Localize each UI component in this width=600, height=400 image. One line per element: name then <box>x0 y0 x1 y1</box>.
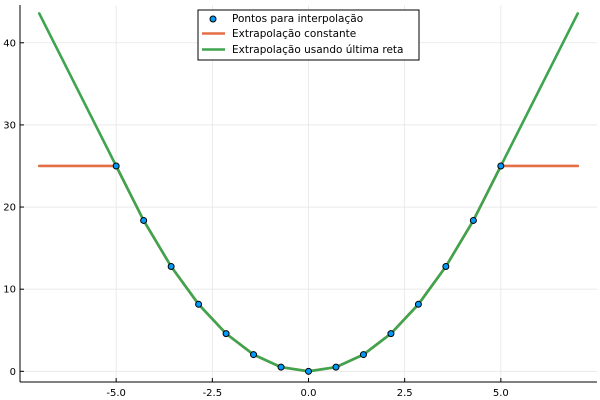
legend-label-points: Pontos para interpolação <box>232 13 363 25</box>
legend-box <box>197 9 420 61</box>
data-point-11 <box>414 300 422 308</box>
y-tick-label-1: 10 <box>3 285 16 296</box>
data-point-6 <box>277 363 285 371</box>
data-point-13 <box>469 216 477 224</box>
data-point-10 <box>387 330 395 338</box>
x-tick-label-2: 0.0 <box>301 388 317 399</box>
data-point-12 <box>442 263 450 271</box>
y-tick-label-0: 0 <box>10 367 16 378</box>
data-point-4 <box>222 330 230 338</box>
data-point-7 <box>305 367 312 375</box>
legend-label-constant: Extrapolação constante <box>232 28 356 40</box>
tick-labels: -5.0 -2.5 0.0 2.5 5.0 0 10 20 30 40 <box>3 38 509 399</box>
series-layer <box>37 12 580 375</box>
data-point-0 <box>112 162 120 170</box>
legend-label-last-segment: Extrapolação usando última reta <box>232 44 403 56</box>
axes <box>19 5 597 383</box>
x-tick-label-4: 5.0 <box>493 388 509 399</box>
data-point-14 <box>497 162 505 170</box>
y-tick-label-2: 20 <box>3 203 16 214</box>
x-tick-label-3: 2.5 <box>397 388 413 399</box>
y-tick-label-4: 40 <box>3 38 16 49</box>
data-point-9 <box>359 351 367 359</box>
data-point-5 <box>250 351 258 359</box>
x-tick-label-0: -5.0 <box>106 388 126 399</box>
data-point-1 <box>140 216 148 224</box>
data-point-8 <box>332 363 340 371</box>
x-tick-label-1: -2.5 <box>203 388 223 399</box>
data-point-3 <box>195 300 203 308</box>
legend-marker-points <box>209 15 217 23</box>
y-tick-label-3: 30 <box>3 120 16 131</box>
data-point-2 <box>167 263 175 271</box>
legend: Pontos para interpolação Extrapolação co… <box>197 9 420 61</box>
